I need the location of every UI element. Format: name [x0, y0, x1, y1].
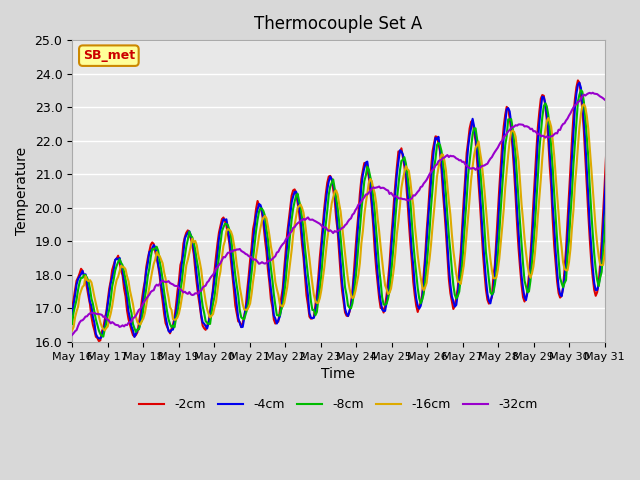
-2cm [636, 172, 640, 178]
-4cm [68, 312, 76, 317]
-4cm [362, 160, 370, 166]
-8cm [107, 297, 115, 302]
Line: -2cm: -2cm [72, 68, 640, 341]
-16cm [88, 279, 95, 285]
-4cm [611, 68, 619, 74]
-32cm [557, 123, 565, 129]
-8cm [362, 173, 370, 179]
-2cm [610, 65, 618, 71]
Line: -4cm: -4cm [72, 71, 640, 338]
Legend: -2cm, -4cm, -8cm, -16cm, -32cm: -2cm, -4cm, -8cm, -16cm, -32cm [134, 394, 543, 417]
-4cm [635, 218, 640, 224]
-32cm [360, 194, 368, 200]
-16cm [473, 143, 481, 148]
-32cm [636, 81, 640, 87]
-2cm [88, 314, 95, 320]
Line: -16cm: -16cm [72, 93, 640, 330]
-8cm [612, 73, 620, 79]
Line: -8cm: -8cm [72, 76, 640, 336]
-8cm [475, 145, 483, 151]
-32cm [68, 332, 76, 338]
-4cm [88, 303, 95, 309]
-8cm [68, 321, 76, 327]
-4cm [107, 280, 115, 286]
-8cm [636, 226, 640, 231]
-4cm [95, 336, 102, 341]
-8cm [88, 296, 95, 301]
-4cm [475, 167, 483, 172]
-2cm [68, 305, 76, 311]
-4cm [636, 186, 640, 192]
-2cm [475, 180, 483, 186]
-32cm [106, 318, 113, 324]
-32cm [632, 88, 639, 94]
-16cm [557, 244, 565, 250]
-32cm [88, 310, 95, 315]
-16cm [634, 260, 640, 265]
-4cm [559, 286, 567, 291]
-8cm [635, 246, 640, 252]
-8cm [99, 334, 107, 339]
-2cm [362, 160, 370, 166]
X-axis label: Time: Time [321, 367, 355, 381]
Text: SB_met: SB_met [83, 49, 135, 62]
Y-axis label: Temperature: Temperature [15, 147, 29, 235]
Title: Thermocouple Set A: Thermocouple Set A [254, 15, 422, 33]
-16cm [636, 248, 640, 253]
-8cm [559, 284, 567, 290]
-16cm [360, 212, 368, 218]
-2cm [559, 285, 567, 290]
-32cm [473, 165, 481, 171]
Line: -32cm: -32cm [72, 84, 640, 335]
-16cm [616, 90, 623, 96]
-2cm [95, 338, 102, 344]
-2cm [107, 278, 115, 284]
-16cm [68, 327, 76, 333]
-2cm [635, 205, 640, 211]
-16cm [106, 316, 113, 322]
